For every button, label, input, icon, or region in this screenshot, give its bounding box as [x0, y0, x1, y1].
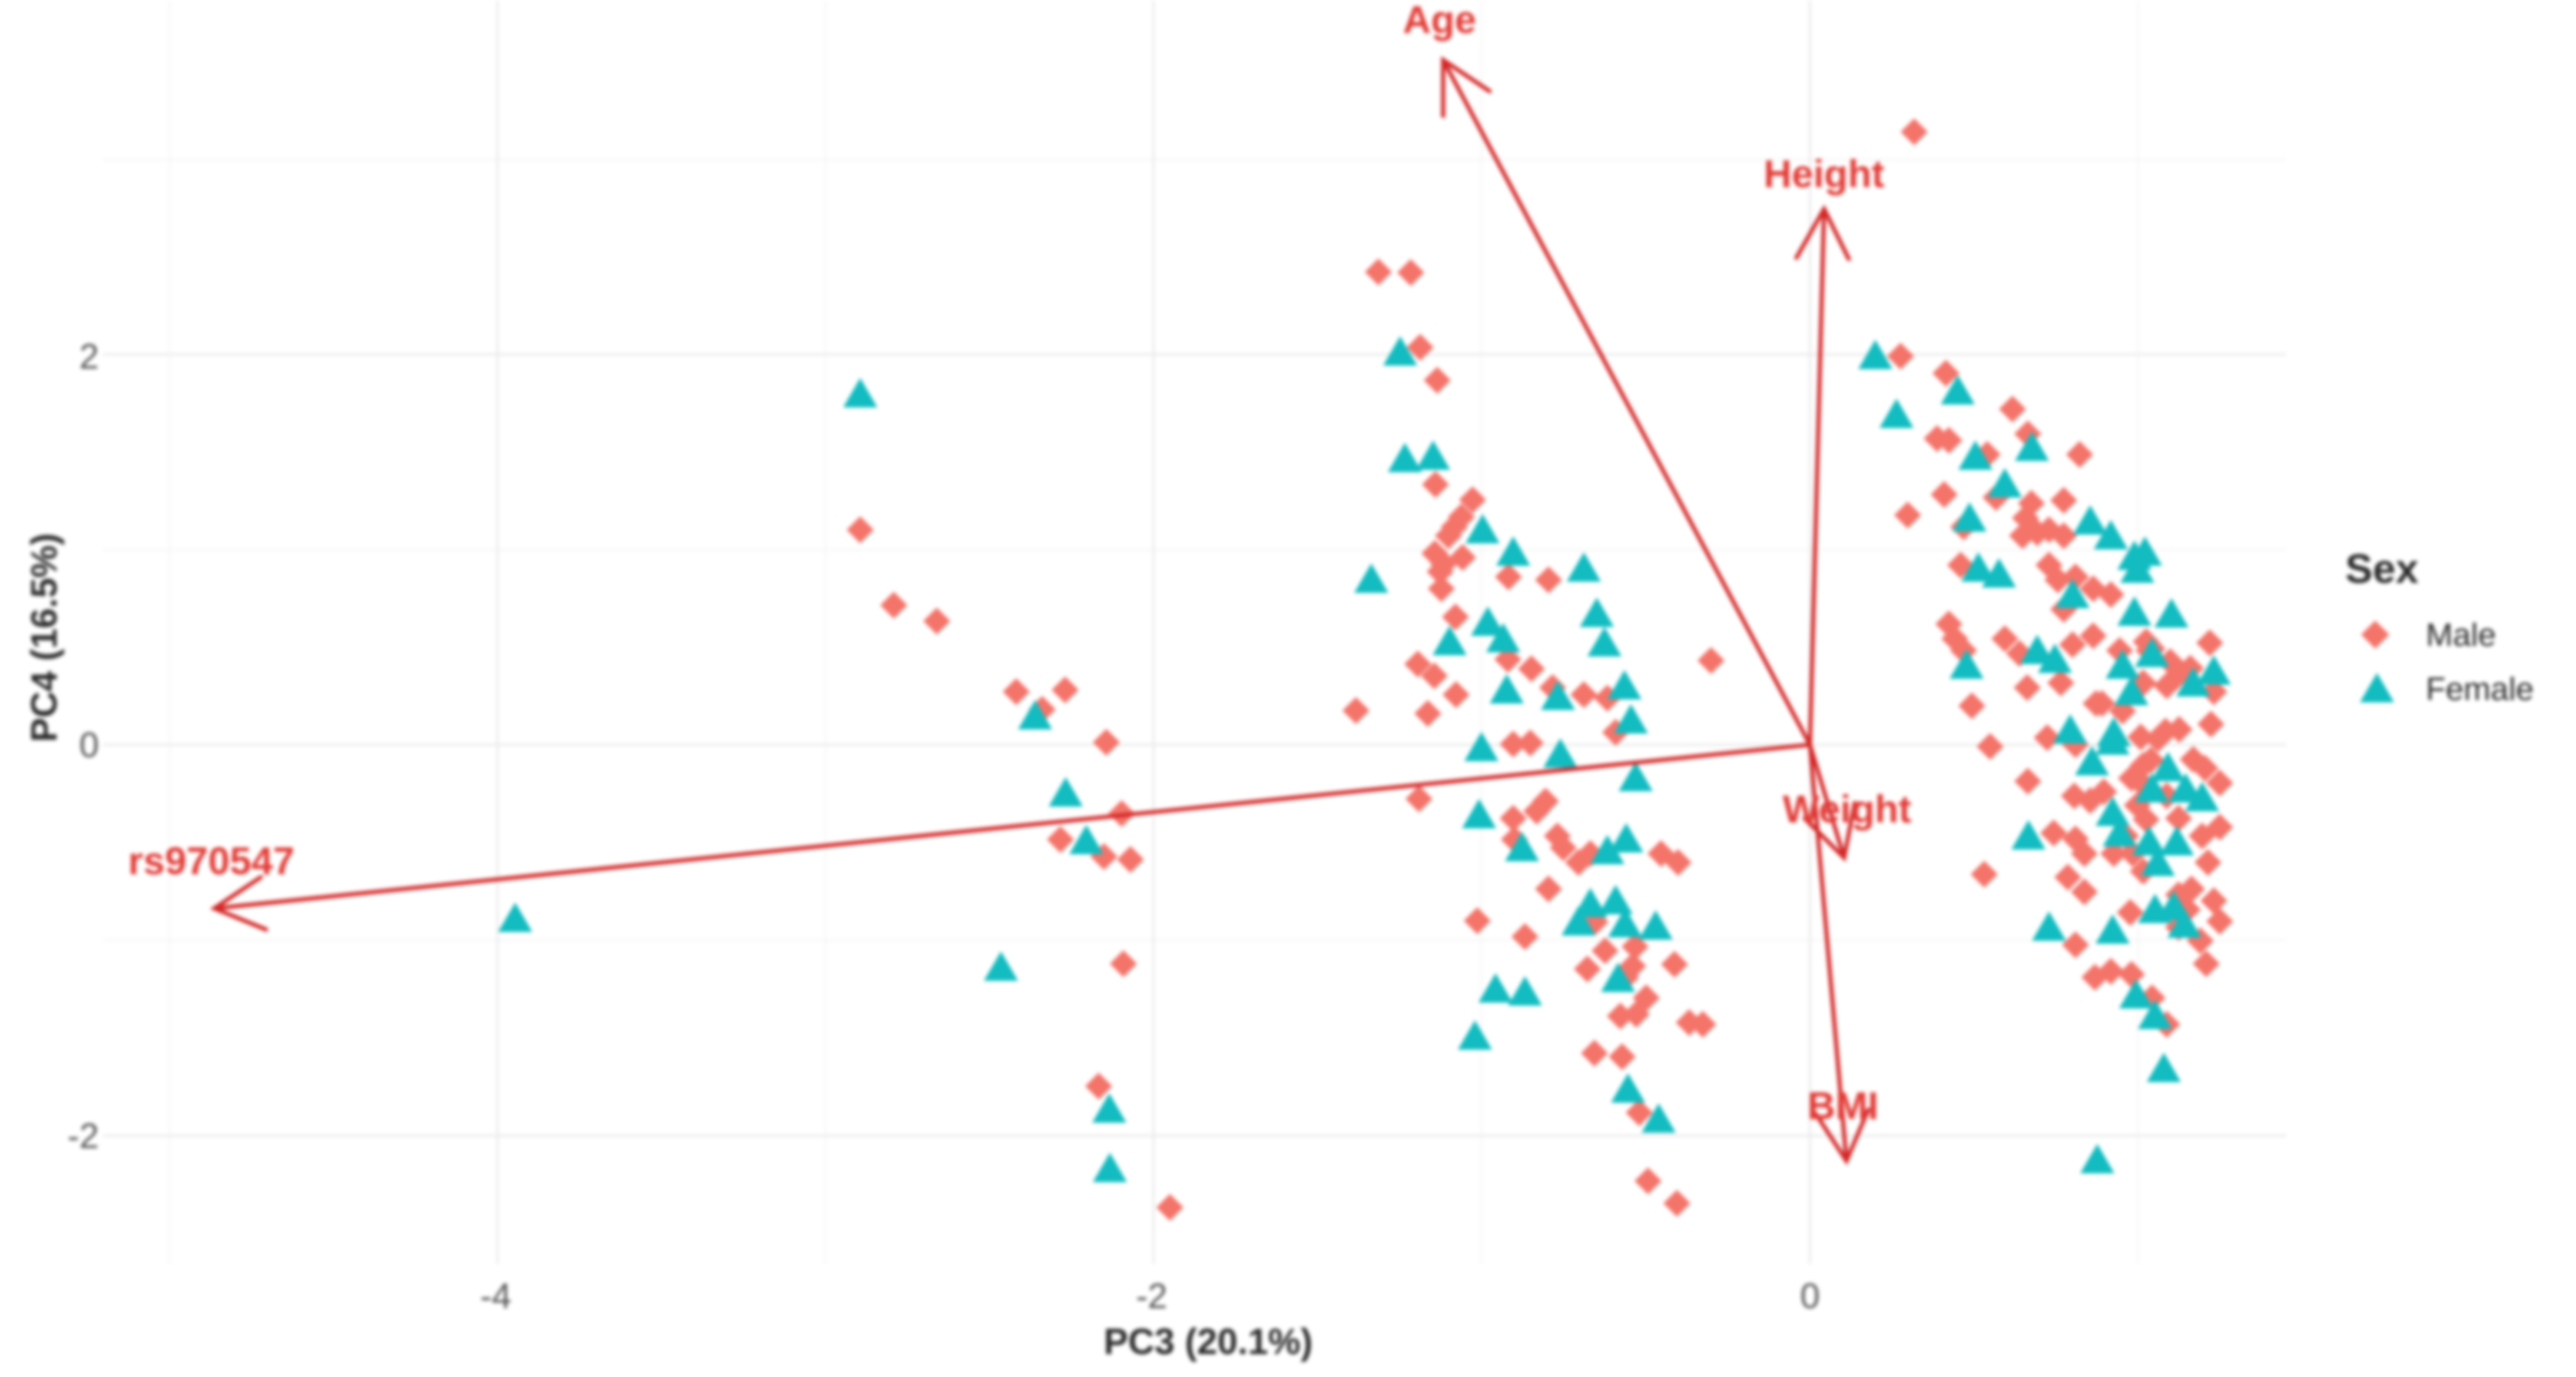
svg-text:-2: -2: [68, 1116, 99, 1156]
svg-text:Age: Age: [1403, 0, 1477, 41]
svg-text:-4: -4: [480, 1276, 511, 1316]
svg-text:BMI: BMI: [1808, 1084, 1879, 1127]
svg-text:Weight: Weight: [1783, 787, 1912, 831]
svg-text:rs970547: rs970547: [128, 839, 295, 882]
svg-text:Male: Male: [2426, 616, 2496, 653]
svg-text:2: 2: [79, 337, 99, 376]
svg-text:-2: -2: [1136, 1276, 1167, 1316]
svg-text:PC3 (20.1%): PC3 (20.1%): [1104, 1322, 1313, 1362]
svg-text:Height: Height: [1763, 152, 1884, 195]
svg-text:Sex: Sex: [2345, 546, 2419, 592]
svg-text:0: 0: [1800, 1276, 1819, 1316]
svg-text:PC4 (16.5%): PC4 (16.5%): [24, 533, 65, 742]
svg-text:Female: Female: [2426, 671, 2534, 707]
svg-text:0: 0: [79, 725, 99, 765]
